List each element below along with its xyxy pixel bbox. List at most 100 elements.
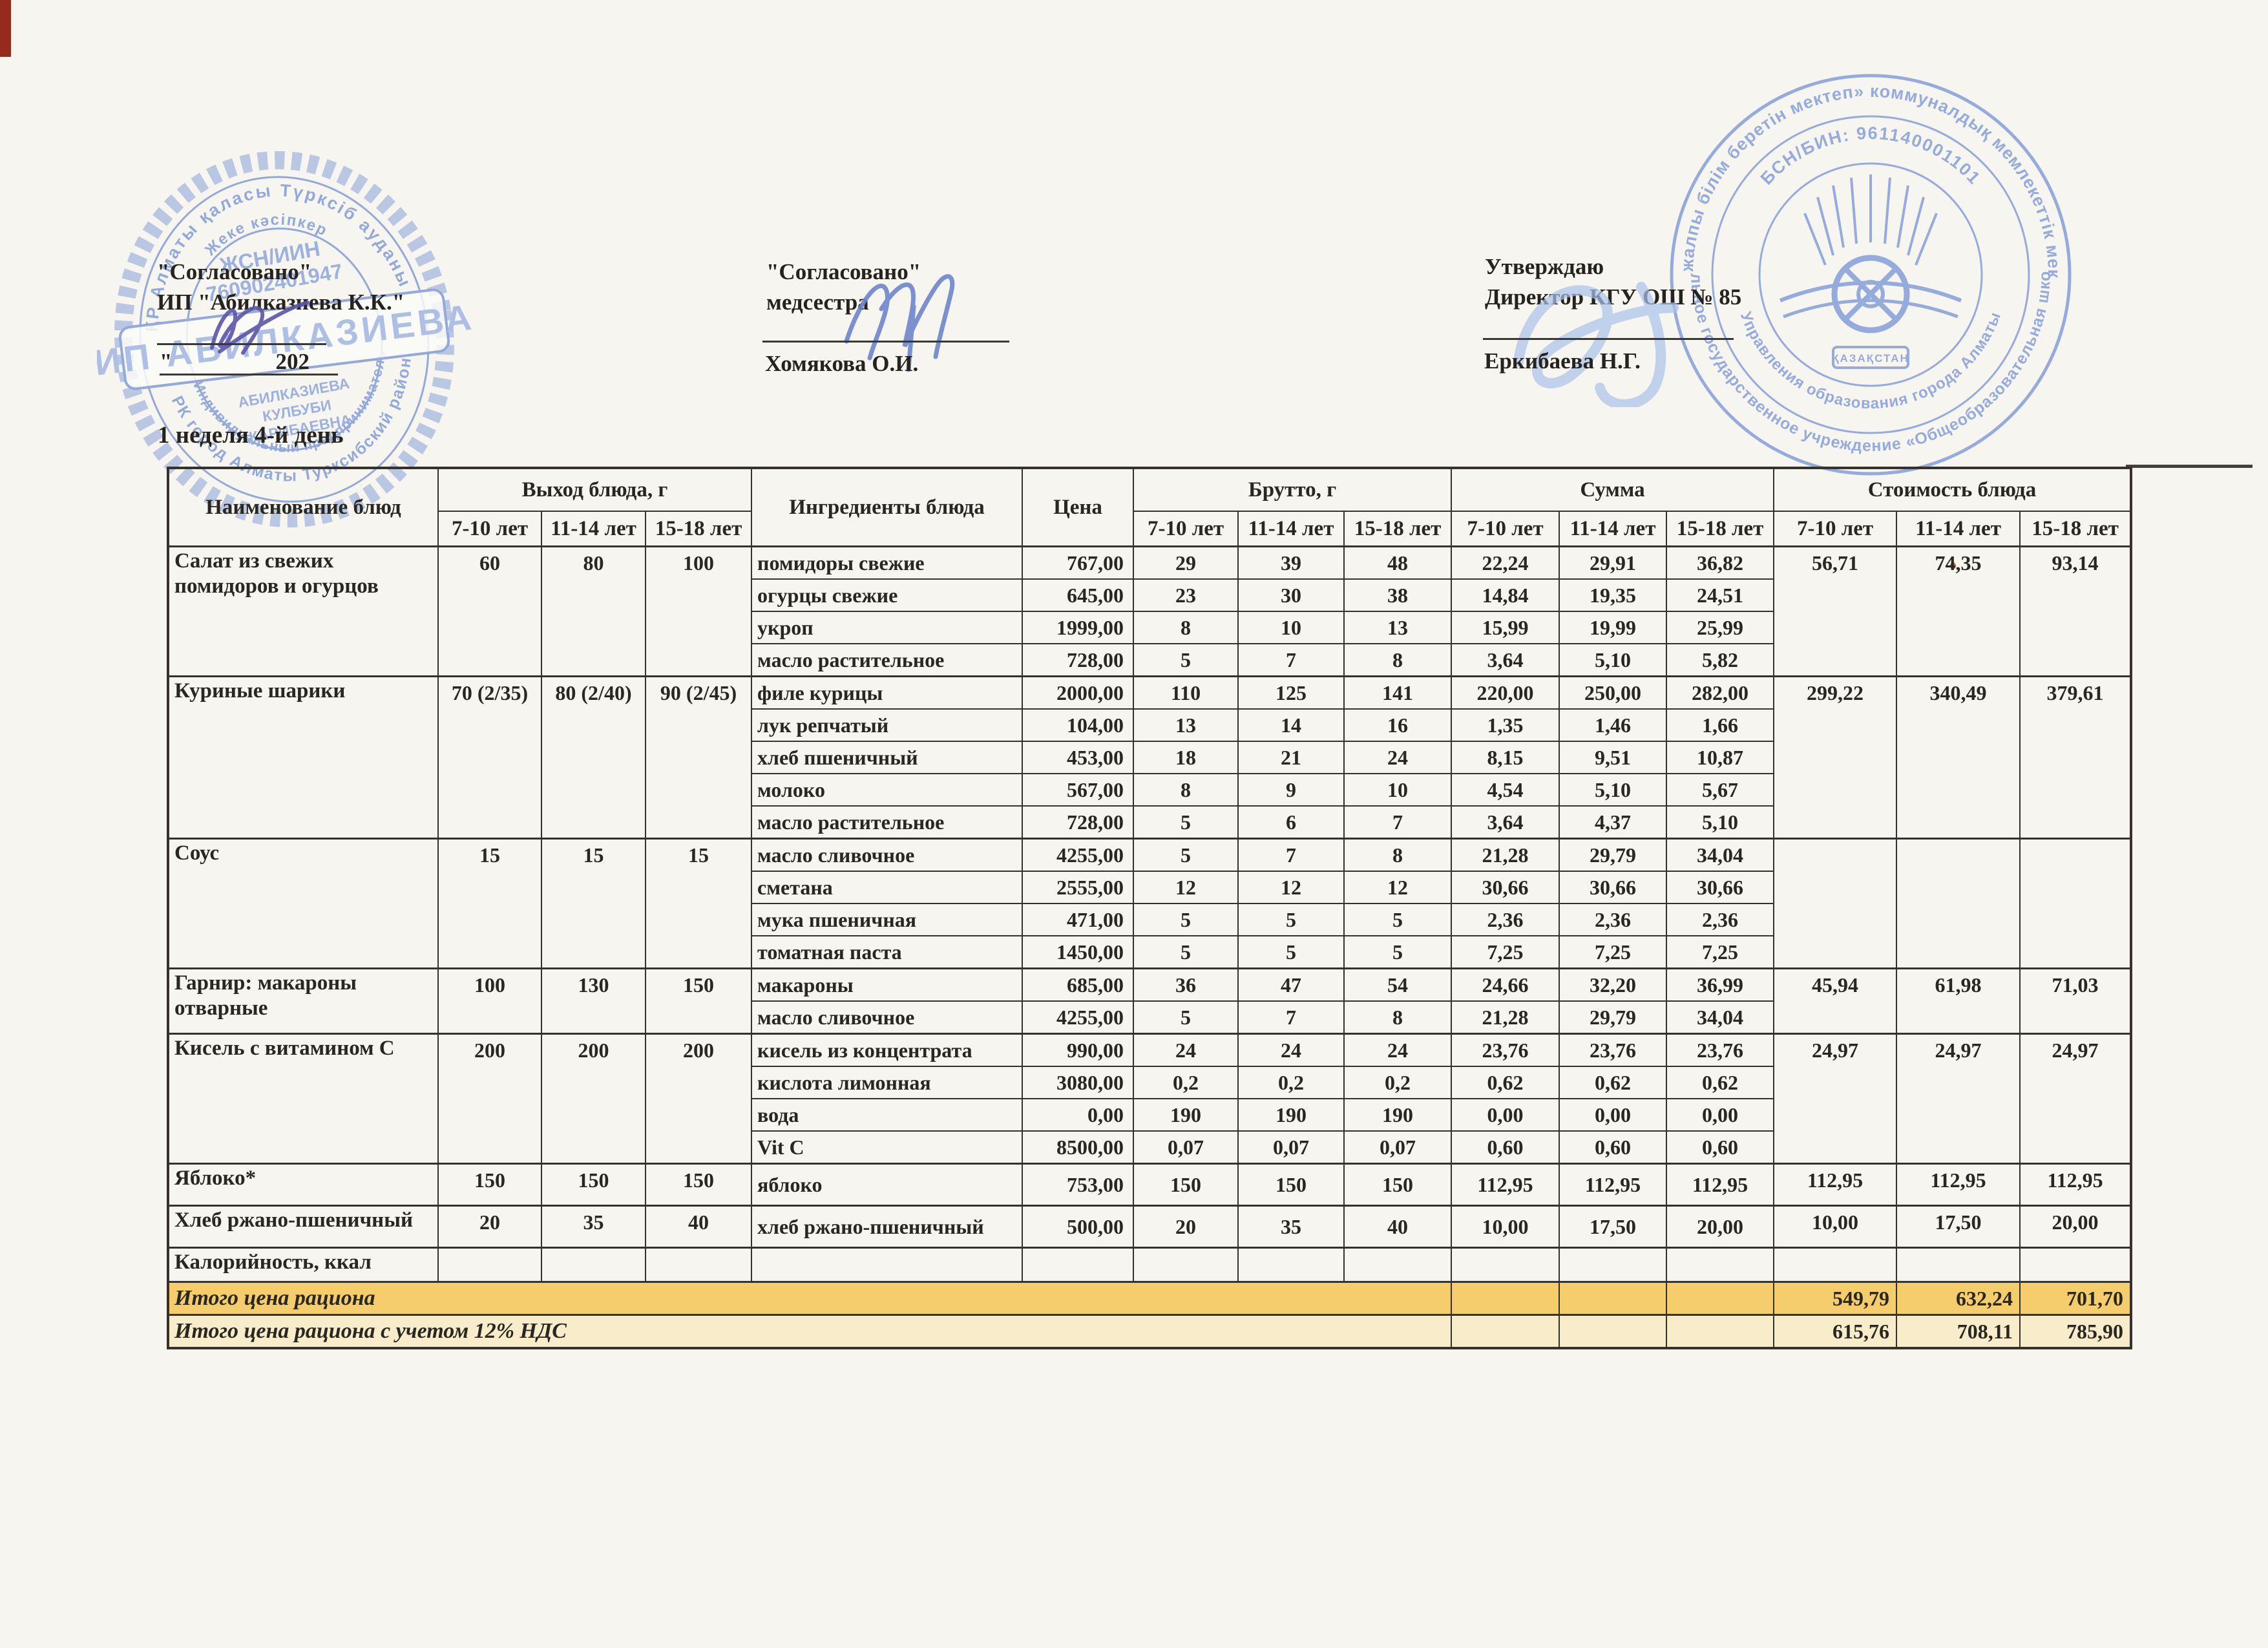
brutto-value: 21 <box>1237 741 1345 774</box>
dish-name: Яблоко* <box>167 1163 439 1207</box>
dish-output: 80 (2/40) <box>541 675 646 840</box>
summa-value: 7,25 <box>1451 935 1560 969</box>
ingredient-price: 3080,00 <box>1022 1066 1135 1099</box>
dish-cost: 24,97 <box>1773 1033 1898 1165</box>
brutto-value: 5 <box>1133 805 1239 840</box>
dish-cost <box>1773 838 1898 969</box>
empty-cell <box>1559 1314 1668 1349</box>
age-group-header: 15-18 лет <box>2019 511 2132 547</box>
age-group-header: 11-14 лет <box>1896 511 2021 547</box>
dish-name: Кисель с витамином С <box>167 1033 439 1165</box>
brutto-value: 12 <box>1133 871 1239 904</box>
dish-output: 60 <box>437 545 542 677</box>
dish-cost: 112,95 <box>1896 1163 2021 1207</box>
ingredient-name: помидоры свежие <box>751 545 1024 580</box>
total-label: Итого цена рациона <box>167 1281 1453 1316</box>
ingredient-name: молоко <box>751 773 1024 807</box>
brutto-value: 9 <box>1237 773 1345 807</box>
empty-cell <box>1666 1314 1775 1349</box>
summa-value: 2,36 <box>1451 903 1560 936</box>
dish-output: 15 <box>541 838 646 969</box>
nurse-name: Хомякова О.И. <box>765 349 918 379</box>
brutto-value: 30 <box>1237 578 1345 612</box>
brutto-value: 13 <box>1133 708 1239 742</box>
brutto-value: 39 <box>1237 545 1345 580</box>
dish-output: 150 <box>437 1163 542 1207</box>
summa-value: 5,10 <box>1559 643 1668 677</box>
summa-value: 36,99 <box>1666 967 1775 1002</box>
summa-value: 5,82 <box>1666 643 1775 677</box>
ingredient-price: 728,00 <box>1022 643 1135 677</box>
col-header-output: Выход блюда, г <box>437 467 753 512</box>
summa-value: 0,00 <box>1451 1098 1560 1132</box>
empty-cell <box>1133 1247 1239 1283</box>
ingredient-name: Vit C <box>751 1130 1024 1165</box>
dish-cost: 61,98 <box>1896 967 2021 1035</box>
summa-value: 2,36 <box>1666 903 1775 936</box>
brutto-value: 0,2 <box>1133 1066 1239 1099</box>
date-line: " 202 <box>160 349 310 375</box>
table-row: кислота лимонная 3080,00 0,2 0,2 0,2 0,62 0,62… <box>168 1066 2131 1099</box>
dish-cost: 299,22 <box>1773 675 1898 840</box>
summa-value: 0,62 <box>1451 1066 1560 1099</box>
summa-value: 30,66 <box>1666 871 1775 904</box>
brutto-value: 5 <box>1133 838 1239 872</box>
ingredient-name: масло растительное <box>751 643 1024 677</box>
ingredient-name: масло сливочное <box>751 1000 1024 1035</box>
summa-value: 4,37 <box>1559 805 1668 840</box>
scan-edge-artifact <box>0 0 11 57</box>
dish-cost: 74,35 <box>1896 545 2021 677</box>
brutto-value: 8 <box>1343 643 1453 677</box>
brutto-value: 8 <box>1133 611 1239 644</box>
table-row: молоко 567,00 8 9 10 4,54 5,10 5,67 <box>168 773 2131 807</box>
ingredient-price: 471,00 <box>1022 903 1135 936</box>
brutto-value: 5 <box>1343 903 1453 936</box>
total-value: 785,90 <box>2019 1314 2132 1349</box>
total-row: Итого цена рациона 549,79 632,24 701,70 <box>167 1281 2132 1316</box>
table-row: мука пшеничная 471,00 5 5 5 2,36 2,36 2,36 <box>168 903 2131 936</box>
brutto-value: 12 <box>1343 871 1453 904</box>
brutto-value: 8 <box>1133 773 1239 807</box>
dish-cost: 45,94 <box>1773 967 1898 1035</box>
summa-value: 29,91 <box>1559 545 1668 580</box>
empty-cell <box>1666 1247 1775 1283</box>
brutto-value: 190 <box>1343 1098 1453 1132</box>
summa-value: 20,00 <box>1666 1205 1775 1249</box>
ingredient-name: макароны <box>751 967 1024 1002</box>
signature-nurse <box>844 274 955 372</box>
summa-value: 250,00 <box>1559 675 1668 710</box>
ingredient-price: 767,00 <box>1022 545 1135 580</box>
brutto-value: 24 <box>1237 1033 1345 1067</box>
brutto-value: 10 <box>1343 773 1453 807</box>
total-label: Итого цена рациона с учетом 12% НДС <box>167 1314 1453 1349</box>
table-row: лук репчатый 104,00 13 14 16 1,35 1,46 1,66 <box>168 708 2131 742</box>
summa-value: 34,04 <box>1666 1000 1775 1035</box>
approver-role: Директор КГУ ОШ № 85 <box>1485 284 1742 310</box>
ingredient-price: 753,00 <box>1022 1163 1135 1207</box>
empty-cell <box>541 1247 646 1283</box>
summa-value: 5,10 <box>1559 773 1668 807</box>
summa-value: 0,00 <box>1559 1098 1668 1132</box>
age-group-header: 7-10 лет <box>437 511 542 547</box>
date-quote: " <box>160 349 173 374</box>
ingredient-name: кислота лимонная <box>751 1066 1024 1099</box>
ingredient-name: масло сливочное <box>751 838 1024 872</box>
table-row: хлеб пшеничный 453,00 18 21 24 8,15 9,51 10,87 <box>168 741 2131 774</box>
summa-value: 10,00 <box>1451 1205 1560 1249</box>
summa-value: 1,46 <box>1559 708 1668 742</box>
dish-cost: 24,97 <box>2019 1033 2132 1165</box>
summa-value: 30,66 <box>1451 871 1560 904</box>
brutto-value: 29 <box>1133 545 1239 580</box>
ingredient-name: масло растительное <box>751 805 1024 840</box>
dish-cost: 71,03 <box>2019 967 2132 1035</box>
table-row: Vit C 8500,00 0,07 0,07 0,07 0,60 0,60 0,60 <box>168 1130 2131 1165</box>
brutto-value: 5 <box>1133 903 1239 936</box>
summa-value: 3,64 <box>1451 805 1560 840</box>
brutto-value: 8 <box>1343 1000 1453 1035</box>
empty-cell <box>1022 1247 1135 1283</box>
brutto-value: 24 <box>1343 741 1453 774</box>
summa-value: 220,00 <box>1451 675 1560 710</box>
